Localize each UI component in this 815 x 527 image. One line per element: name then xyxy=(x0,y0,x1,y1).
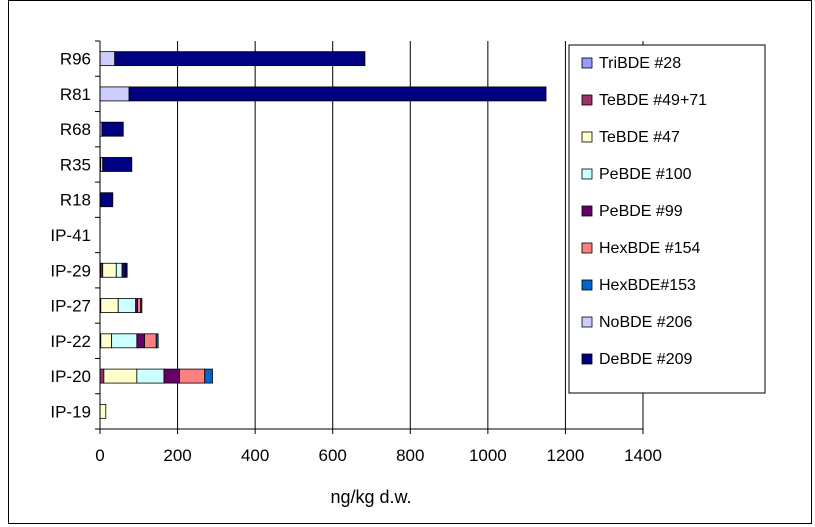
bar-segment-IP-20-5 xyxy=(179,368,206,384)
legend-box xyxy=(568,44,766,394)
legend-label-0: TriBDE #28 xyxy=(599,55,681,72)
y-tick-label-IP-29: IP-29 xyxy=(50,261,91,280)
y-tick-label-R96: R96 xyxy=(60,50,91,69)
legend-swatch-1 xyxy=(581,94,593,106)
y-tick-label-IP-22: IP-22 xyxy=(50,332,91,351)
bar-segment-R68-8 xyxy=(101,121,124,137)
bar-segment-IP-27-2 xyxy=(100,298,119,313)
bar-segment-IP-20-4 xyxy=(163,368,180,384)
legend-label-3: PeBDE #100 xyxy=(599,166,692,183)
x-tick-label-400: 400 xyxy=(241,446,269,465)
x-tick-label-600: 600 xyxy=(319,446,347,465)
chart-svg: R96 R81 R68 R35 R18 IP-41 IP-29 IP-27 IP-22 IP-20… xyxy=(50,40,766,507)
bars xyxy=(99,51,547,419)
x-tick-label-1400: 1400 xyxy=(624,446,662,465)
legend-swatch-6 xyxy=(581,279,593,291)
y-tick-label-R68: R68 xyxy=(60,120,91,139)
bar-segment-IP-20-2 xyxy=(103,368,138,384)
legend-label-2: TeBDE #47 xyxy=(599,129,680,146)
y-tick-label-IP-27: IP-27 xyxy=(50,297,91,316)
bar-segment-IP-29-8 xyxy=(124,262,128,278)
bar-segment-IP-20-3 xyxy=(136,368,165,384)
chart-area: R96 R81 R68 R35 R18 IP-41 IP-29 IP-27 IP-22 IP-20… xyxy=(8,0,812,524)
bar-segment-R35-8 xyxy=(102,157,133,172)
legend-swatch-7 xyxy=(581,316,593,328)
y-tick-label-IP-20: IP-20 xyxy=(50,367,91,386)
legend-swatch-4 xyxy=(581,205,593,217)
legend-swatch-0 xyxy=(581,57,593,69)
y-tick-label-R35: R35 xyxy=(60,155,91,174)
bar-segment-IP-22-4 xyxy=(136,333,146,349)
bar-segment-IP-20-6 xyxy=(204,368,213,384)
x-tick-label-1200: 1200 xyxy=(547,446,585,465)
bar-segment-R96-7 xyxy=(99,51,116,67)
legend-swatch-8 xyxy=(581,353,593,365)
bar-segment-IP-27-3 xyxy=(117,298,137,313)
y-tick-label-IP-41: IP-41 xyxy=(50,226,91,245)
legend-label-4: PeBDE #99 xyxy=(599,203,683,220)
legend-swatch-5 xyxy=(581,242,593,254)
bar-segment-IP-22-5 xyxy=(144,333,157,349)
bar-segment-IP-22-2 xyxy=(100,333,113,349)
bar-segment-IP-29-3 xyxy=(115,262,123,278)
y-tick-label-R81: R81 xyxy=(60,85,91,104)
bar-segment-IP-22-3 xyxy=(111,333,138,349)
x-tick-label-200: 200 xyxy=(163,446,191,465)
legend-label-8: DeBDE #209 xyxy=(599,351,692,368)
y-tick-label-IP-19: IP-19 xyxy=(50,402,91,421)
bar-segment-R18-8 xyxy=(99,192,114,208)
y-tick-label-R18: R18 xyxy=(60,191,91,210)
legend-swatch-2 xyxy=(581,131,593,143)
bar-segment-IP-29-2 xyxy=(102,262,117,278)
bar-segment-IP-27-6 xyxy=(140,298,143,313)
bar-segment-R81-7 xyxy=(99,86,130,102)
bar-segment-IP-27-5 xyxy=(137,298,142,313)
legend-swatch-3 xyxy=(581,168,593,180)
legend-label-6: HexBDE#153 xyxy=(599,277,696,294)
legend-label-1: TeBDE #49+71 xyxy=(599,92,707,109)
x-axis-title: ng/kg d.w. xyxy=(330,487,411,507)
x-tick-label-1000: 1000 xyxy=(469,446,507,465)
x-tick-label-800: 800 xyxy=(396,446,424,465)
bar-segment-R81-8 xyxy=(128,86,547,102)
x-tick-label-0: 0 xyxy=(95,446,104,465)
bar-segment-IP-22-6 xyxy=(155,333,159,349)
bar-segment-R96-8 xyxy=(114,51,366,67)
bar-segment-IP-20-1 xyxy=(99,368,105,384)
bar-segment-IP-19-2 xyxy=(99,403,107,419)
legend-label-5: HexBDE #154 xyxy=(599,240,700,257)
legend-label-7: NoBDE #206 xyxy=(599,314,692,331)
axes: R96 R81 R68 R35 R18 IP-41 IP-29 IP-27 IP-22 IP-20… xyxy=(50,40,662,465)
legend: TriBDE #28 TeBDE #49+71 TeBDE #47 PeBDE #10… xyxy=(568,44,766,394)
